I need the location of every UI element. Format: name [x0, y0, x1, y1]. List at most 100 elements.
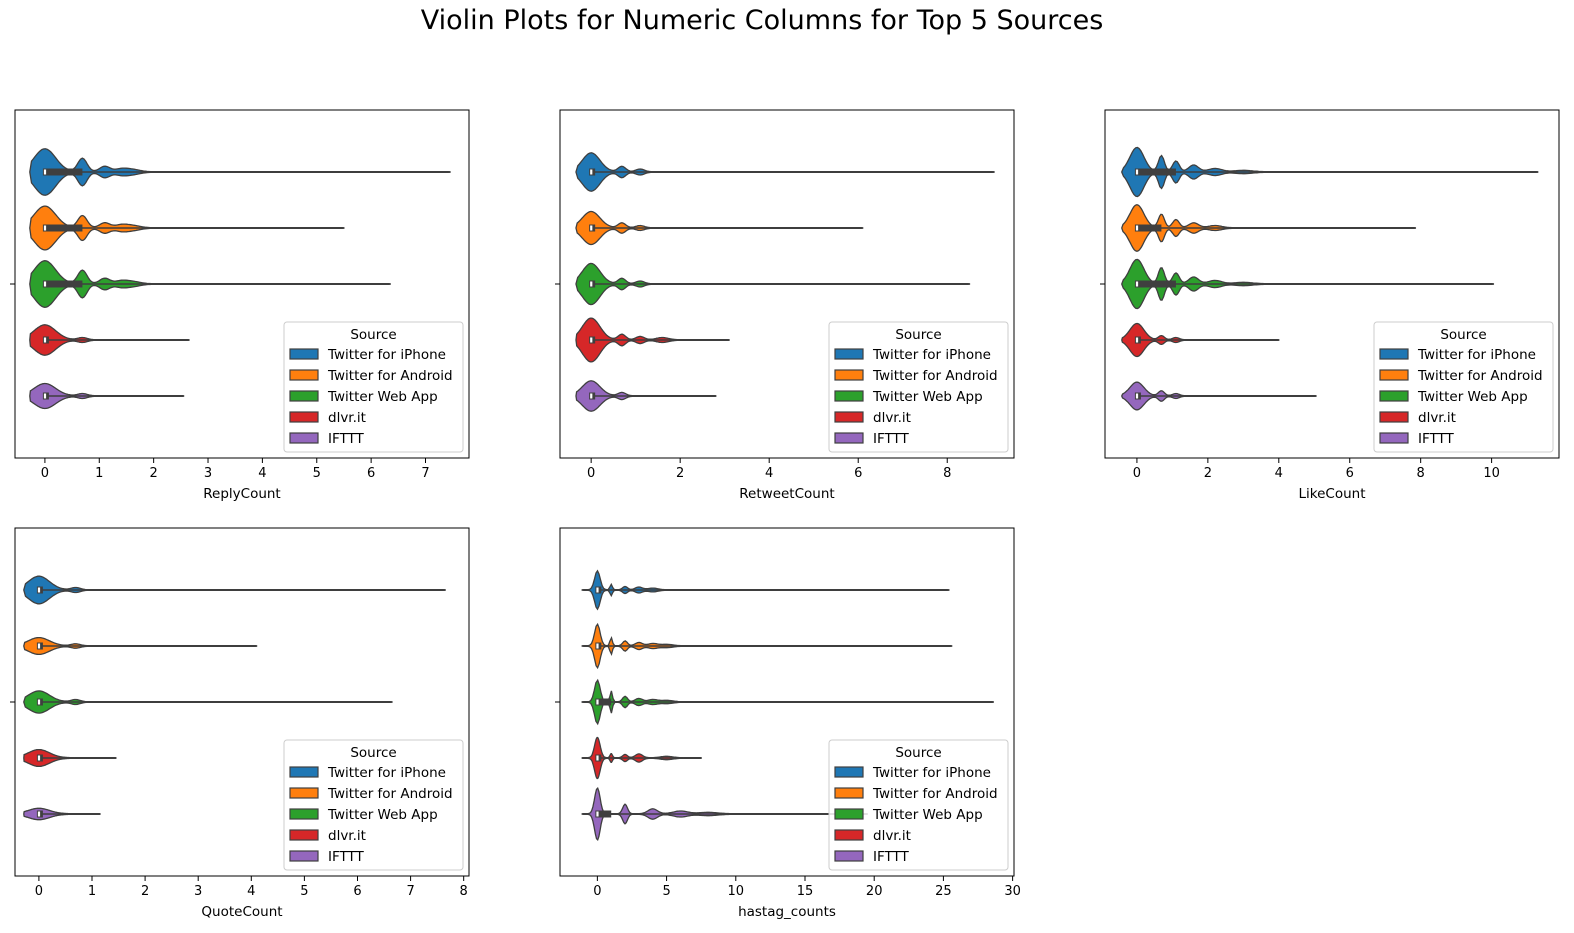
x-tick-label: 30 — [1004, 884, 1021, 899]
x-tick-label: 2 — [676, 466, 684, 481]
median-marker — [596, 699, 599, 705]
legend-title: Source — [895, 745, 941, 761]
legend-entry: IFTTT — [328, 849, 365, 865]
legend-entry: Twitter for iPhone — [327, 347, 446, 363]
legend-entry: IFTTT — [873, 431, 910, 447]
legend: Source Twitter for iPhone Twitter for Andr… — [1373, 321, 1554, 453]
legend-swatch — [834, 850, 864, 862]
x-tick-label: 4 — [1275, 466, 1283, 481]
median-marker — [590, 225, 593, 231]
legend-swatch — [289, 850, 319, 862]
median-marker — [43, 225, 47, 231]
legend-box — [828, 739, 1009, 871]
legend-swatch — [289, 390, 319, 402]
iqr-box — [1134, 168, 1176, 176]
median-marker — [590, 281, 593, 287]
legend-entry: Twitter Web App — [872, 807, 983, 823]
legend-swatch — [289, 369, 319, 381]
legend-entry: Twitter Web App — [327, 807, 438, 823]
legend: Source Twitter for iPhone Twitter for Andr… — [828, 739, 1009, 871]
panel-1: 0 1 2 3 4 5 6 7 ReplyCount Source Twitter for iPho… — [10, 109, 470, 502]
legend-swatch — [289, 787, 319, 799]
x-tick-label: 8 — [943, 466, 951, 481]
median-marker — [37, 755, 41, 761]
x-tick-label: 3 — [194, 884, 202, 899]
median-marker — [596, 755, 599, 761]
iqr-box — [1134, 224, 1162, 232]
legend-swatch — [834, 787, 864, 799]
median-marker — [1135, 225, 1139, 231]
iqr-box — [1134, 280, 1176, 288]
legend-title: Source — [895, 327, 941, 343]
legend-entry: Twitter for Android — [1417, 368, 1543, 384]
legend-entry: IFTTT — [1418, 431, 1455, 447]
x-tick-label: 6 — [854, 466, 862, 481]
legend-entry: Twitter Web App — [327, 389, 438, 405]
x-tick-label: 8 — [1417, 466, 1425, 481]
figure-title: Violin Plots for Numeric Columns for Top… — [420, 5, 1104, 36]
x-tick-label: 2 — [1204, 466, 1212, 481]
legend-box — [828, 321, 1009, 453]
legend-entry: Twitter for iPhone — [327, 765, 446, 781]
legend-entry: IFTTT — [873, 849, 910, 865]
x-tick-label: 6 — [353, 884, 361, 899]
legend-entry: Twitter for iPhone — [872, 765, 991, 781]
median-marker — [590, 337, 593, 343]
x-tick-label: 7 — [421, 466, 429, 481]
median-marker — [596, 643, 599, 649]
legend-swatch — [289, 808, 319, 820]
median-marker — [1135, 169, 1139, 175]
x-tick-label: 0 — [593, 884, 601, 899]
x-tick-label: 5 — [300, 884, 308, 899]
iqr-box — [42, 280, 83, 288]
legend-entry: Twitter for iPhone — [1417, 347, 1536, 363]
legend-swatch — [1379, 369, 1409, 381]
x-tick-label: 10 — [1483, 466, 1500, 481]
legend-entry: dlvr.it — [873, 828, 911, 844]
legend: Source Twitter for iPhone Twitter for Andr… — [283, 321, 464, 453]
legend-entry: dlvr.it — [328, 828, 366, 844]
x-tick-label: 0 — [41, 466, 49, 481]
legend-swatch — [289, 432, 319, 444]
panel-3: 0 2 4 6 8 10 LikeCount Source Twitter for iPhone… — [1100, 109, 1560, 502]
legend-swatch — [289, 348, 319, 360]
median-marker — [43, 337, 47, 343]
legend-swatch — [834, 766, 864, 778]
legend-swatch — [834, 829, 864, 841]
x-tick-label: 20 — [866, 884, 883, 899]
legend: Source Twitter for iPhone Twitter for Andr… — [828, 321, 1009, 453]
iqr-box — [42, 168, 83, 176]
x-tick-label: 5 — [313, 466, 321, 481]
legend-swatch — [289, 766, 319, 778]
legend-swatch — [834, 348, 864, 360]
legend-swatch — [289, 411, 319, 423]
x-tick-label: 4 — [247, 884, 255, 899]
legend-swatch — [834, 390, 864, 402]
iqr-box — [595, 698, 612, 706]
median-marker — [590, 169, 593, 175]
legend-swatch — [1379, 348, 1409, 360]
x-tick-label: 7 — [406, 884, 414, 899]
x-axis-label: ReplyCount — [203, 486, 280, 502]
legend-swatch — [834, 411, 864, 423]
median-marker — [596, 811, 599, 817]
x-tick-label: 1 — [95, 466, 103, 481]
x-tick-label: 8 — [460, 884, 468, 899]
median-marker — [37, 811, 41, 817]
median-marker — [1135, 281, 1139, 287]
legend-box — [283, 739, 464, 871]
legend-swatch — [1379, 411, 1409, 423]
median-marker — [1135, 393, 1139, 399]
x-tick-label: 2 — [141, 884, 149, 899]
legend-entry: Twitter for iPhone — [872, 347, 991, 363]
median-marker — [43, 393, 47, 399]
legend-entry: IFTTT — [328, 431, 365, 447]
x-tick-label: 10 — [728, 884, 745, 899]
median-marker — [37, 699, 41, 705]
x-tick-label: 5 — [662, 884, 670, 899]
legend-box — [283, 321, 464, 453]
legend-entry: Twitter Web App — [872, 389, 983, 405]
legend-entry: dlvr.it — [1418, 410, 1456, 426]
